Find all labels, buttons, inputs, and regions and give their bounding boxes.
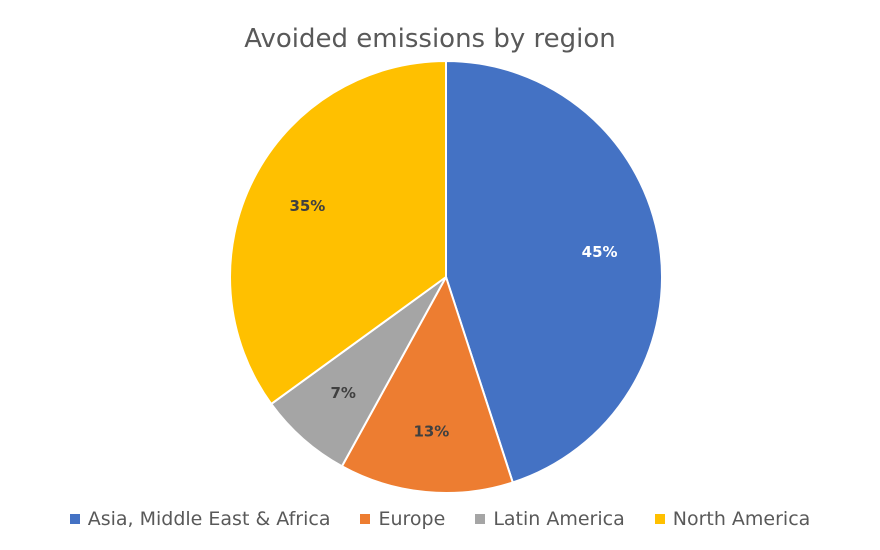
legend-item-europe: Europe: [360, 508, 445, 530]
pie-slice-north-america: [229, 59, 447, 406]
chart-title: Avoided emissions by region: [244, 24, 616, 54]
data-label-asia-middle-east-africa: 45%: [582, 243, 618, 261]
legend-swatch-asia-middle-east-africa: [69, 514, 80, 524]
legend-item-asia-middle-east-africa: Asia, Middle East & Africa: [69, 508, 331, 530]
pie-chart: 45% 13% 7% 35%: [229, 59, 663, 494]
legend-label-europe: Europe: [378, 508, 446, 530]
legend-label-latin-america: Latin America: [493, 508, 625, 530]
legend-swatch-north-america: [654, 514, 665, 524]
data-label-north-america: 35%: [289, 197, 325, 215]
legend-label-asia-middle-east-africa: Asia, Middle East & Africa: [87, 508, 331, 530]
legend-swatch-latin-america: [475, 514, 486, 524]
legend-item-north-america: North America: [654, 508, 811, 530]
legend-item-latin-america: Latin America: [475, 508, 625, 530]
legend-label-north-america: North America: [672, 508, 811, 530]
pie-slice-asia-middle-east-africa: [445, 59, 663, 484]
data-label-europe: 13%: [413, 422, 449, 440]
legend: Asia, Middle East & Africa Europe Latin …: [0, 508, 880, 530]
pie-slice-europe: [340, 274, 515, 494]
data-label-latin-america: 7%: [330, 384, 355, 402]
legend-swatch-europe: [360, 514, 371, 524]
